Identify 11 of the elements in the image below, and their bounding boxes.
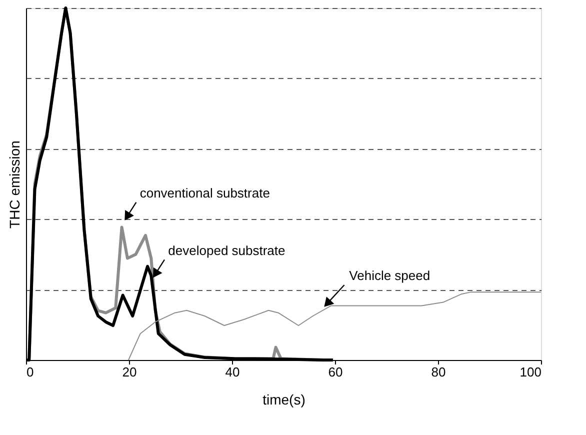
annotation: developed substrate xyxy=(168,243,286,258)
x-tick-label: 100 xyxy=(520,364,542,380)
x-tick-label: 80 xyxy=(431,364,446,380)
y-axis-title: THC emission xyxy=(6,140,22,228)
x-tick-label: 0 xyxy=(26,364,34,380)
x-tick-label: 40 xyxy=(225,364,240,380)
x-tick-label: 20 xyxy=(122,364,137,380)
x-axis-title: time(s) xyxy=(262,392,306,408)
annotation: Vehicle speed xyxy=(349,268,430,283)
annotation: conventional substrate xyxy=(140,186,270,201)
x-tick-label: 60 xyxy=(328,364,343,380)
